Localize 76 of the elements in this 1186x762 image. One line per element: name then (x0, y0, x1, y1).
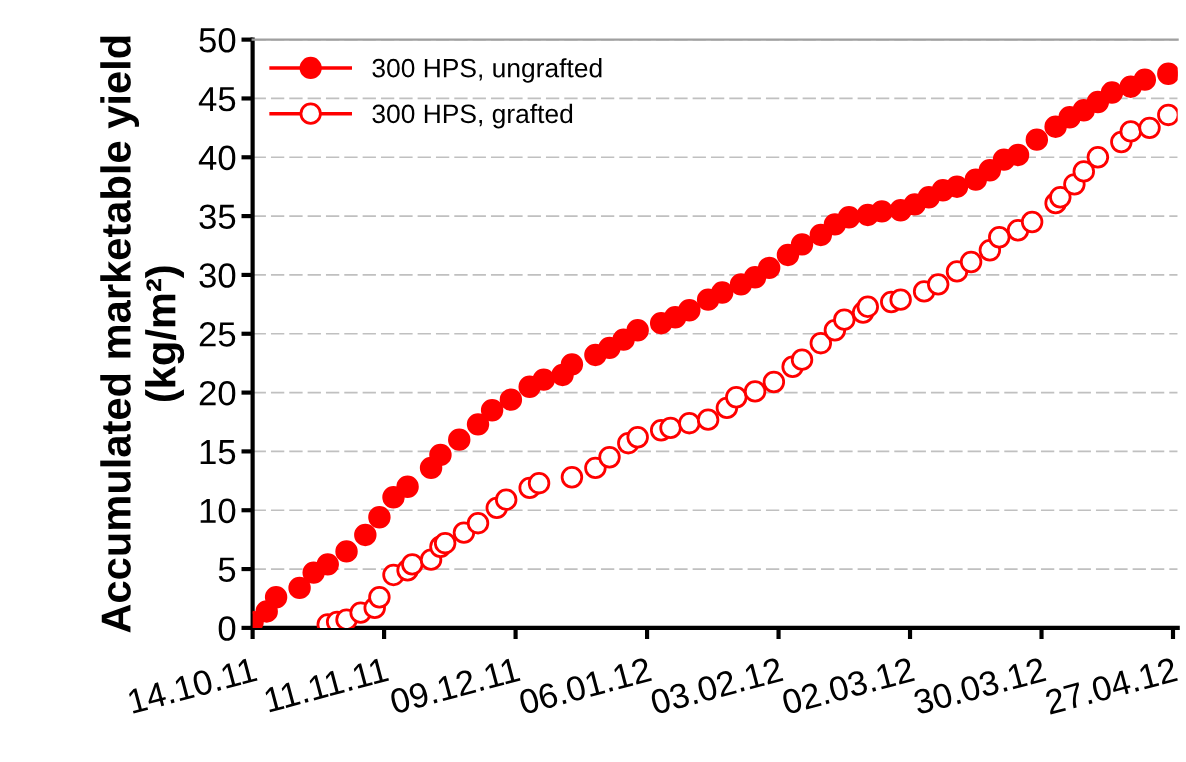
y-tick-label: 30 (199, 263, 236, 288)
point (560, 466, 584, 489)
point (710, 281, 734, 304)
point (988, 226, 1011, 249)
point (466, 413, 490, 436)
point (678, 299, 701, 322)
point (790, 348, 814, 371)
point (809, 331, 833, 355)
point (1119, 120, 1142, 143)
point (499, 388, 523, 411)
point (401, 553, 424, 576)
point (1133, 68, 1157, 91)
point (429, 443, 452, 467)
y-axis-title: Accumulated marketable yield (kg/m²) (100, 36, 185, 633)
point (532, 368, 555, 391)
y-tick-label: 45 (198, 87, 236, 112)
point (433, 531, 457, 555)
legend-label: 300 HPS, ungrafted (372, 58, 602, 83)
point (466, 511, 490, 535)
point (368, 586, 391, 609)
point (584, 456, 607, 480)
point (368, 506, 391, 529)
point (833, 308, 856, 331)
point (790, 233, 814, 256)
point (762, 370, 786, 394)
point (626, 426, 649, 449)
point (889, 288, 912, 311)
point (1100, 81, 1124, 104)
point (354, 523, 377, 547)
point (1049, 186, 1072, 209)
point (1138, 116, 1161, 140)
point (527, 471, 551, 495)
point (396, 475, 419, 498)
point (264, 586, 288, 609)
y-tick-label: 35 (199, 204, 236, 230)
point (959, 250, 983, 274)
y-tick-label: 5 (218, 557, 236, 582)
point (678, 411, 701, 435)
y-tick-label: 15 (200, 440, 236, 465)
x-tick-label: 14.10.11 (127, 656, 258, 714)
point (1006, 143, 1030, 167)
point (1086, 146, 1110, 169)
point (659, 416, 682, 440)
x-tick-label: 09.12.11 (389, 656, 521, 715)
legend-label: 300 HPS, grafted (372, 103, 573, 129)
point (335, 540, 358, 563)
point (945, 175, 969, 198)
point (927, 273, 950, 296)
point (1072, 160, 1095, 183)
point (626, 319, 649, 342)
point (598, 446, 621, 469)
point (696, 408, 720, 431)
point (494, 488, 518, 511)
point (480, 399, 504, 422)
point (448, 428, 471, 451)
point (1025, 128, 1049, 151)
point (743, 380, 767, 403)
y-tick-label: 50 (199, 27, 236, 53)
y-tick-label: 0 (218, 616, 236, 641)
point (837, 206, 861, 229)
point (288, 576, 311, 600)
point (725, 386, 748, 409)
point (1157, 103, 1178, 127)
y-tick-label: 10 (200, 498, 236, 524)
point (856, 295, 879, 318)
point (870, 200, 894, 223)
point (1157, 62, 1178, 85)
point (382, 486, 405, 509)
point (1020, 210, 1044, 234)
point (316, 553, 339, 576)
y-tick-label: 25 (199, 322, 236, 347)
point (757, 256, 781, 280)
point (560, 353, 584, 376)
y-tick-label: 40 (198, 145, 236, 171)
x-tick-label: 11.11.11 (263, 657, 389, 713)
y-tick-label: 20 (199, 380, 236, 406)
